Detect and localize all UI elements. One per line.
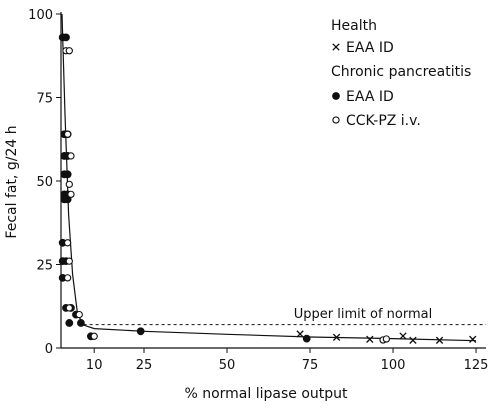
cp-cck-pz-point xyxy=(63,239,72,247)
cp-cck-pz-point xyxy=(63,130,72,138)
health-eaa-id-point xyxy=(435,336,444,344)
fit-curve xyxy=(61,13,477,342)
cp-cck-pz-point xyxy=(75,310,83,319)
legend-group-title: Health xyxy=(331,18,377,34)
legend-marker xyxy=(332,92,340,100)
y-axis-label: Fecal fat, g/24 h xyxy=(4,125,20,238)
cp-cck-pz-point xyxy=(382,335,391,343)
health-eaa-id-point xyxy=(469,335,477,343)
cp-cck-pz-point xyxy=(63,274,72,282)
cp-cck-pz-point xyxy=(67,152,75,160)
x-tick-label: 75 xyxy=(302,358,319,373)
fit-curve-group xyxy=(61,13,477,342)
health-eaa-id-point xyxy=(399,332,407,340)
cp-cck-pz-point xyxy=(90,332,98,340)
x-marker-stroke xyxy=(409,336,417,344)
legend-entry-label: EAA ID xyxy=(346,40,394,56)
reference-line-label: Upper limit of normal xyxy=(294,307,432,322)
cp-cck-pz-point xyxy=(67,190,75,199)
y-tick-label: 50 xyxy=(36,175,53,190)
health-eaa-id-point xyxy=(296,330,304,338)
x-marker-stroke xyxy=(435,336,444,344)
legend-marker xyxy=(332,43,340,51)
cp-eaa-id-point xyxy=(63,195,72,204)
y-tick-label: 25 xyxy=(36,259,53,274)
cp-cck-pz-point xyxy=(65,47,73,55)
cp-eaa-id-point xyxy=(65,319,74,327)
health-eaa-id-point xyxy=(409,336,417,344)
x-tick-label: 10 xyxy=(86,358,103,373)
cp-eaa-id-point xyxy=(63,170,72,179)
x-tick-label: 125 xyxy=(464,358,489,373)
x-tick-label: 50 xyxy=(219,358,236,373)
y-tick-label: 100 xyxy=(28,8,53,23)
x-marker-stroke xyxy=(332,43,340,51)
cp-cck-pz-point xyxy=(65,304,73,312)
cp-cck-pz-point xyxy=(65,180,73,188)
cp-eaa-id-point xyxy=(77,319,85,327)
legend: Health EAA ID Chronic pancreatitis EAA ID CC… xyxy=(331,18,471,129)
x-marker-stroke xyxy=(366,335,374,343)
data-points xyxy=(58,33,477,344)
legend-entry-label: EAA ID xyxy=(346,89,394,105)
y-tick-label: 75 xyxy=(36,92,53,107)
axis-ticks: 0 25 50 75 100 10 25 50 75 100 125 xyxy=(28,8,488,373)
cp-eaa-id-point xyxy=(62,33,70,42)
axes xyxy=(60,12,486,349)
x-marker-stroke xyxy=(296,330,304,338)
x-marker-stroke xyxy=(332,333,341,341)
health-eaa-id-point xyxy=(332,333,341,341)
x-axis-label: % normal lipase output xyxy=(184,386,348,402)
cp-cck-pz-point xyxy=(65,257,73,265)
legend-marker xyxy=(332,116,340,124)
y-tick-label: 0 xyxy=(45,342,53,357)
legend-entry-label: CCK-PZ i.v. xyxy=(346,113,421,129)
x-tick-label: 100 xyxy=(381,358,406,373)
health-eaa-id-point xyxy=(366,335,374,343)
legend-group-title: Chronic pancreatitis xyxy=(331,64,471,80)
cp-eaa-id-point xyxy=(136,327,145,336)
x-tick-label: 25 xyxy=(136,358,153,373)
x-marker-stroke xyxy=(469,335,477,343)
x-marker-stroke xyxy=(399,332,407,340)
cp-eaa-id-point xyxy=(302,334,311,343)
